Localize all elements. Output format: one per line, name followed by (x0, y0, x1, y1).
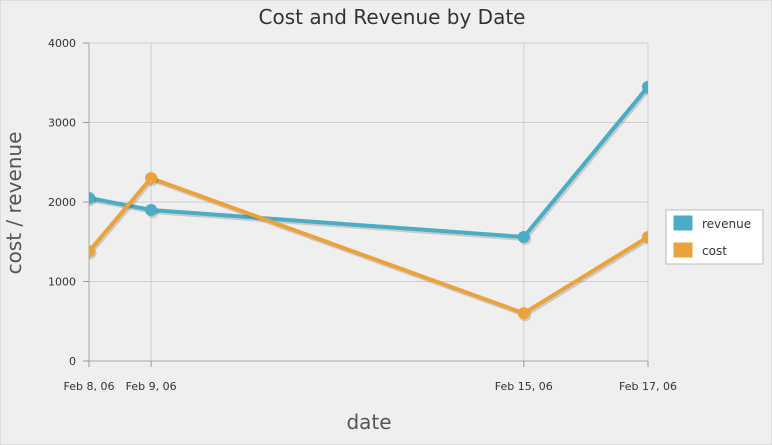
legend-label-cost: cost (702, 244, 727, 258)
legend-swatch-cost (672, 241, 694, 259)
data-point-revenue (89, 192, 95, 205)
x-tick-label: Feb 8, 06 (64, 380, 115, 393)
tick-labels: 0 1000 2000 3000 4000 Feb 8, 06 Feb 9, 06 Feb 1… (48, 37, 677, 393)
series-line-revenue (89, 85, 648, 239)
y-tick-label: 4000 (48, 37, 76, 50)
data-point-revenue (145, 203, 158, 216)
data-point-cost (642, 230, 648, 243)
series-line-cost (89, 176, 648, 316)
data-point-cost (145, 172, 158, 185)
y-tick-label: 2000 (48, 196, 76, 209)
data-point-cost (89, 245, 95, 258)
y-tick-label: 1000 (48, 276, 76, 289)
x-axis-title: date (346, 410, 391, 434)
chart-title: Cost and Revenue by Date (259, 5, 526, 29)
data-point-cost (517, 307, 530, 320)
y-tick-label: 3000 (48, 117, 76, 130)
y-tick-label: 0 (69, 355, 76, 368)
x-tick-label: Feb 17, 06 (619, 380, 677, 393)
legend-label-revenue: revenue (702, 217, 751, 231)
data-point-revenue (642, 80, 648, 93)
x-tick-label: Feb 15, 06 (495, 380, 553, 393)
legend-swatch-revenue (672, 214, 694, 232)
legend: revenue cost (665, 209, 764, 265)
y-axis-title: cost / revenue (2, 132, 26, 275)
x-tick-label: Feb 9, 06 (126, 380, 177, 393)
grid (88, 42, 649, 362)
series-group (89, 80, 648, 322)
series-clip-group (89, 80, 648, 322)
data-point-revenue (517, 230, 530, 243)
